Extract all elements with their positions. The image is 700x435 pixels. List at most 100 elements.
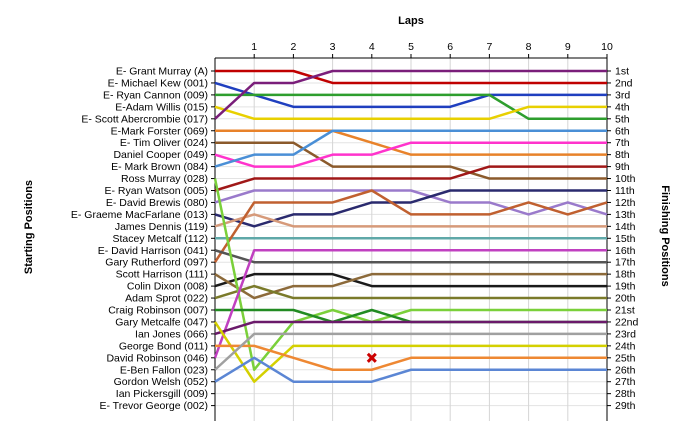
finishing-position-label: 13th xyxy=(615,209,636,221)
finishing-position-label: 23rd xyxy=(615,328,636,340)
finishing-position-label: 12th xyxy=(615,197,636,209)
driver-line xyxy=(214,284,607,300)
starting-position-label: David Robinson (046) xyxy=(106,352,208,364)
finishing-position-label: 20th xyxy=(615,293,636,305)
finishing-position-label: 26th xyxy=(615,364,636,376)
lap-tick-label: 6 xyxy=(447,41,453,53)
finishing-position-label: 21st xyxy=(615,305,635,317)
x-axis-title: Laps xyxy=(398,15,424,27)
finishing-position-label: 14th xyxy=(615,221,636,233)
starting-position-label: E-Mark Forster (069) xyxy=(111,125,208,137)
finishing-position-label: 27th xyxy=(615,376,636,388)
finishing-position-label: 25th xyxy=(615,352,636,364)
finishing-position-label: 9th xyxy=(615,161,630,173)
retired-marker-icon xyxy=(366,352,377,363)
driver-line xyxy=(214,105,607,121)
finishing-position-label: 8th xyxy=(615,149,630,161)
lap-tick-label: 3 xyxy=(330,41,336,53)
finishing-position-label: 18th xyxy=(615,269,636,281)
starting-position-label: E- Graeme MacFarlane (013) xyxy=(71,209,208,221)
lap-tick-label: 10 xyxy=(601,41,613,53)
driver-line xyxy=(213,189,608,263)
driver-line xyxy=(214,320,607,336)
driver-line xyxy=(214,81,607,109)
finishing-position-label: 11th xyxy=(615,185,635,197)
finishing-position-label: 17th xyxy=(615,257,636,269)
driver-line xyxy=(214,272,607,300)
finishing-position-label: 29th xyxy=(615,400,636,412)
starting-position-label: E- Ryan Cannon (009) xyxy=(103,89,208,101)
starting-position-label: Daniel Cooper (049) xyxy=(113,149,208,161)
finishing-position-label: 4th xyxy=(615,101,630,113)
driver-line xyxy=(214,249,607,264)
lap-tick-label: 8 xyxy=(526,41,532,53)
starting-position-label: Adam Sprot (022) xyxy=(125,293,208,305)
starting-position-label: Ian Jones (066) xyxy=(135,328,208,340)
starting-position-label: Craig Robinson (007) xyxy=(108,305,208,317)
starting-position-label: E- Tim Oliver (024) xyxy=(120,137,208,149)
starting-position-label: E- Mark Brown (084) xyxy=(111,161,208,173)
lap-tick-label: 2 xyxy=(290,41,296,53)
driver-line xyxy=(214,69,607,120)
starting-position-label: E- Michael Kew (001) xyxy=(108,77,208,89)
finishing-position-label: 1st xyxy=(615,66,629,78)
starting-labels: E- Grant Murray (A)E- Michael Kew (001)E… xyxy=(71,66,208,413)
marker-layer xyxy=(366,352,377,363)
driver-line xyxy=(215,141,607,180)
starting-position-label: E- Grant Murray (A) xyxy=(116,66,208,78)
finishing-position-label: 24th xyxy=(615,340,636,352)
finishing-position-label: 5th xyxy=(615,113,630,125)
lap-ticks: 1 2 3 4 5 6 7 8 9 10 xyxy=(251,41,613,53)
finishing-position-label: 7th xyxy=(615,137,630,149)
driver-line xyxy=(214,165,607,192)
lap-tick-label: 7 xyxy=(486,41,492,53)
driver-line xyxy=(213,321,607,383)
driver-line xyxy=(214,189,608,216)
starting-position-label: George Bond (011) xyxy=(119,340,208,352)
driver-line xyxy=(214,213,607,228)
finishing-position-label: 28th xyxy=(615,388,636,400)
starting-position-label: E- Ryan Watson (005) xyxy=(105,185,208,197)
driver-line xyxy=(215,344,607,371)
starting-position-label: E- Scott Abercrombie (017) xyxy=(81,113,208,125)
finishing-position-label: 3rd xyxy=(615,89,630,101)
driver-line xyxy=(214,189,607,228)
finishing-position-label: 6th xyxy=(615,125,630,137)
starting-position-label: Gary Rutherford (097) xyxy=(105,257,208,269)
driver-line xyxy=(214,141,607,168)
starting-position-label: E-Ben Fallon (023) xyxy=(120,364,208,376)
lap-tick-label: 4 xyxy=(369,41,375,53)
series-layer xyxy=(213,69,608,383)
starting-position-label: Stacey Metcalf (112) xyxy=(112,233,208,245)
finishing-position-label: 19th xyxy=(615,281,636,293)
starting-position-label: E- David Brewis (080) xyxy=(106,197,208,209)
driver-line xyxy=(213,178,607,371)
starting-position-label: E- Trevor George (002) xyxy=(99,400,208,412)
finishing-position-label: 2nd xyxy=(615,77,633,89)
lap-tick-label: 5 xyxy=(408,41,414,53)
driver-line xyxy=(215,93,607,121)
starting-position-label: Ross Murray (028) xyxy=(121,173,208,185)
starting-position-label: Ian Pickersgill (009) xyxy=(116,388,208,400)
marker-stroke xyxy=(366,352,377,363)
finishing-labels: 1st2nd3rd4th5th6th7th8th9th10th11th12th1… xyxy=(615,66,639,413)
starting-position-label: James Dennis (119) xyxy=(115,221,208,233)
driver-line xyxy=(214,129,607,168)
finishing-position-label: 16th xyxy=(615,245,636,257)
finishing-position-label: 15th xyxy=(615,233,636,245)
finishing-position-label: 10th xyxy=(615,173,636,185)
starting-position-label: Gary Metcalfe (047) xyxy=(115,316,208,328)
y-axis-title-left: Starting Positions xyxy=(23,180,35,274)
starting-position-label: E- David Harrison (041) xyxy=(98,245,208,257)
driver-line xyxy=(215,129,607,156)
driver-line xyxy=(213,249,607,359)
driver-line xyxy=(214,332,607,371)
y-axis-title-right: Finishing Positions xyxy=(659,185,671,286)
starting-position-label: E-Adam Willis (015) xyxy=(115,101,208,113)
driver-line xyxy=(215,69,607,85)
lap-tick-label: 1 xyxy=(251,41,257,53)
driver-line xyxy=(214,356,607,383)
lap-tick-label: 9 xyxy=(565,41,571,53)
finishing-position-label: 22nd xyxy=(615,316,639,328)
starting-position-label: Colin Dixon (008) xyxy=(127,281,208,293)
